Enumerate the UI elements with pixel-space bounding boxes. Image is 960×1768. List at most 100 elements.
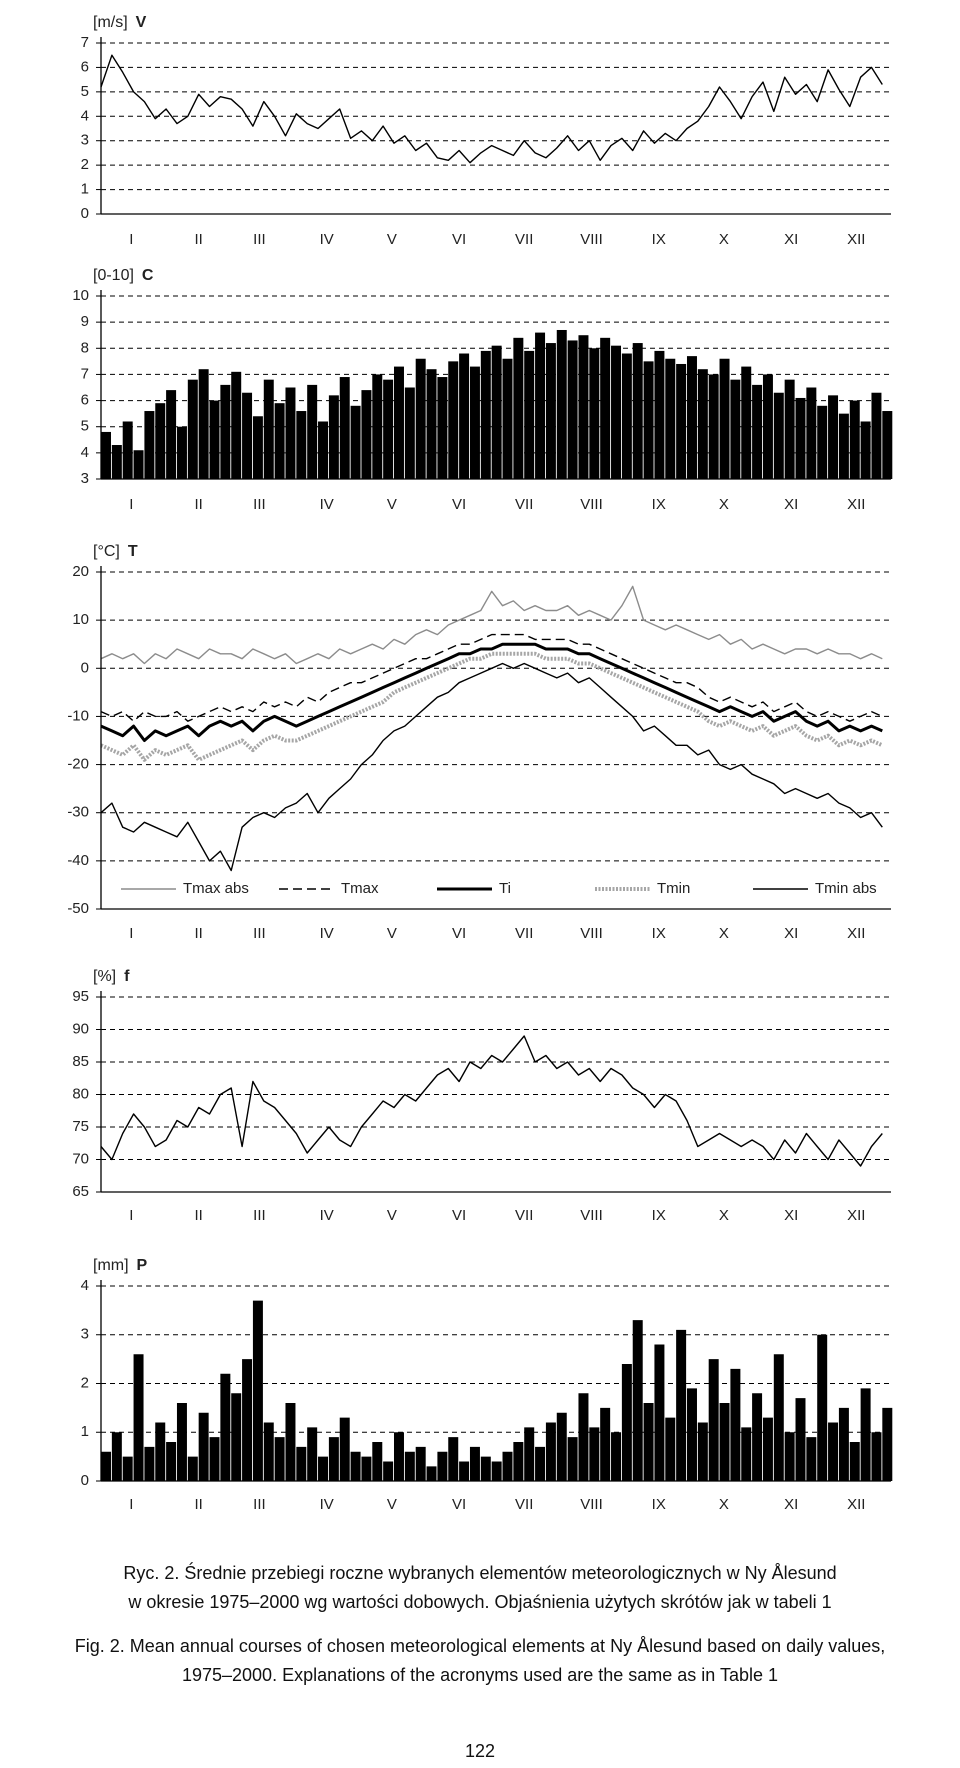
bar (535, 1446, 546, 1481)
x-tick-label: III (253, 231, 266, 248)
y-tick-label: 0 (81, 1472, 89, 1489)
bar (242, 1359, 253, 1481)
bar (480, 350, 491, 479)
bar (600, 337, 611, 479)
bar (383, 1461, 394, 1481)
x-tick-label: X (719, 231, 729, 248)
x-tick-label: II (194, 496, 202, 513)
x-tick-label: I (129, 1207, 133, 1224)
caption-pl-line: Ryc. 2. Średnie przebiegi roczne wybrany… (123, 1562, 836, 1583)
x-tick-label: IX (652, 496, 666, 513)
bar (686, 356, 697, 479)
bar (350, 405, 361, 479)
x-tick-label: II (194, 1496, 202, 1513)
unit-label: [°C] (93, 543, 120, 560)
x-tick-label: XII (847, 231, 865, 248)
y-tick-label: 3 (81, 470, 89, 487)
x-tick-label: III (253, 496, 266, 513)
y-tick-label: 5 (81, 83, 89, 100)
y-tick-label: 75 (72, 1118, 89, 1135)
y-tick-label: 9 (81, 313, 89, 330)
bar (882, 411, 893, 479)
y-tick-label: 7 (81, 34, 89, 51)
x-tick-label: IV (320, 231, 334, 248)
x-tick-label: X (719, 925, 729, 942)
bar (263, 1422, 274, 1481)
bar (589, 348, 600, 479)
bar (762, 1417, 773, 1481)
bar (741, 366, 752, 479)
x-tick-label: I (129, 925, 133, 942)
bar (393, 366, 404, 479)
bar (600, 1407, 611, 1481)
x-tick-label: II (194, 1207, 202, 1224)
x-tick-label: VIII (580, 925, 603, 942)
bar (307, 1427, 318, 1481)
bar (838, 1407, 849, 1481)
x-tick-label: VII (515, 231, 533, 248)
bar (513, 337, 524, 479)
bar (676, 363, 687, 479)
y-tick-label: 4 (81, 107, 89, 124)
y-tick-label: -10 (67, 707, 89, 724)
bar (545, 1422, 556, 1481)
bar (621, 353, 632, 479)
bar (773, 1354, 784, 1481)
series-line (100, 585, 883, 665)
bar (101, 431, 111, 479)
bar (502, 1451, 513, 1481)
bar (187, 1456, 198, 1481)
x-tick-label: V (387, 925, 397, 942)
bar (784, 379, 795, 479)
x-tick-label: VI (452, 231, 466, 248)
y-tick-label: 80 (72, 1085, 89, 1102)
x-tick-label: I (129, 496, 133, 513)
y-tick-label: 4 (81, 444, 89, 461)
bar (621, 1364, 632, 1481)
bar (817, 1334, 828, 1481)
bar (426, 369, 437, 479)
bar (828, 395, 839, 479)
series-line (100, 1035, 883, 1167)
x-tick-label: VI (452, 925, 466, 942)
series-line (100, 633, 883, 722)
x-tick-label: VI (452, 496, 466, 513)
bar (480, 1456, 491, 1481)
bar (426, 1466, 437, 1481)
bar (871, 1432, 882, 1481)
bar (166, 390, 177, 479)
bar (307, 384, 318, 479)
y-tick-label: 3 (81, 1326, 89, 1343)
bar (459, 353, 470, 479)
bar (611, 1432, 622, 1481)
bar (209, 400, 220, 479)
bar (437, 377, 448, 479)
y-tick-label: 7 (81, 365, 89, 382)
bar (730, 1368, 741, 1481)
x-tick-label: III (253, 1207, 266, 1224)
bar (567, 1437, 578, 1481)
x-tick-label: IV (320, 1207, 334, 1224)
bar (871, 392, 882, 479)
x-tick-label: X (719, 496, 729, 513)
x-tick-label: VIII (580, 231, 603, 248)
x-tick-label: XII (847, 1496, 865, 1513)
bar (708, 374, 719, 479)
bar (752, 384, 763, 479)
y-tick-label: 0 (81, 659, 89, 676)
bar (828, 1422, 839, 1481)
x-tick-label: I (129, 231, 133, 248)
page-number: 122 (465, 1741, 495, 1761)
y-tick-label: 0 (81, 205, 89, 222)
x-tick-label: X (719, 1496, 729, 1513)
bar (198, 1412, 209, 1481)
bar (285, 387, 296, 479)
y-tick-label: 2 (81, 156, 89, 173)
bar (817, 405, 828, 479)
y-tick-label: 10 (72, 287, 89, 304)
bar (372, 1442, 383, 1481)
bar (339, 1417, 350, 1481)
bar (513, 1442, 524, 1481)
bar (556, 329, 567, 479)
